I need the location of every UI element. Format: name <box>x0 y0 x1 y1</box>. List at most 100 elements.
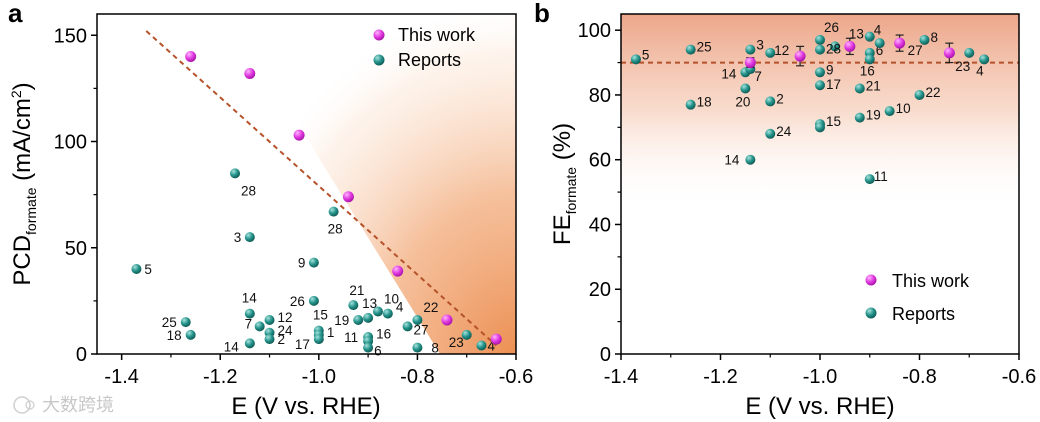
panel-b-x-tick-label: -1.4 <box>604 366 638 388</box>
panel-a-report-label: 25 <box>162 315 177 330</box>
panel-b-report-label: 7 <box>754 69 762 84</box>
panel-a-report-label: 3 <box>234 230 242 245</box>
panel-a-legend-this-work-marker <box>373 29 385 41</box>
panel-b-report-point <box>745 154 756 165</box>
panel-a-this-work-point <box>392 265 404 277</box>
panel-a-report-label: 4 <box>396 300 404 315</box>
panel-a-gradient-region <box>230 14 516 354</box>
panel-b-this-work-point <box>744 57 756 69</box>
panel-a-report-point <box>412 315 423 325</box>
panel-a-report-point <box>402 321 413 332</box>
panel-b-report-point <box>854 112 865 123</box>
panel-a-y-tick-label: 50 <box>65 238 87 260</box>
panel-b-report-label: 6 <box>876 43 884 58</box>
panel-a-report-point <box>476 340 487 351</box>
panel-a-report-point <box>180 317 191 328</box>
panel-b-report-label: 3 <box>756 38 764 53</box>
panel-b-report-point <box>874 38 885 49</box>
panel-a-report-point <box>185 329 196 340</box>
watermark-logo-icon <box>13 396 31 414</box>
panel-b-report-point <box>864 54 875 65</box>
panel-a-this-work-point <box>441 314 453 326</box>
panel-b-y-tick-label: 80 <box>589 85 611 107</box>
panel-a-y-title-main: PCD <box>9 235 36 286</box>
panel-b-report-label: 8 <box>930 30 938 45</box>
panel-a-report-label: 23 <box>449 335 464 350</box>
panel-b-legend-this-work-marker <box>865 274 877 286</box>
panel-a-this-work-point <box>293 129 305 141</box>
panel-b-report-label: 14 <box>724 153 740 168</box>
panel-a-report-label: 9 <box>298 256 306 271</box>
panel-a-this-work-point <box>342 191 354 203</box>
panel-a-report-label: 14 <box>224 339 240 354</box>
panel-a-report-label: 2 <box>278 332 286 347</box>
panel-a-report-point <box>363 342 374 353</box>
panel-a-report-point <box>264 315 275 325</box>
panel-a-y-axis-title: PCDformate (mA/cm2) <box>8 82 39 285</box>
panel-a-report-label: 28 <box>328 222 343 237</box>
panel-b-x-axis: -1.4 -1.2 -1.0 -0.8 -0.6 <box>604 354 1036 388</box>
panel-a-report-label: 6 <box>374 344 382 359</box>
panel-b-this-work-point <box>844 40 856 52</box>
panel-b-report-label: 10 <box>896 101 911 116</box>
panel-a-x-tick-label: -0.6 <box>499 366 533 388</box>
panel-a-report-point <box>244 338 255 349</box>
panel-b-x-axis-title: E (V vs. RHE) <box>745 393 894 420</box>
panel-b-report-label: 28 <box>826 42 841 57</box>
panel-b-y-tick-label: 0 <box>600 344 611 366</box>
panel-a-x-axis-title: E (V vs. RHE) <box>231 393 380 420</box>
panel-a-trend-line <box>145 30 497 347</box>
panel-a-report-label: 16 <box>376 326 391 341</box>
panel-b-report-point <box>864 31 875 42</box>
panel-a-report-label: 5 <box>144 262 152 277</box>
panel-a-report-point <box>244 308 255 319</box>
panel-a-legend-reports: Reports <box>398 50 461 70</box>
panel-a-y-tick-label: 100 <box>54 132 87 154</box>
panel-b-report-label: 4 <box>976 63 984 78</box>
panel-b-y-tick-label: 40 <box>589 214 611 236</box>
panel-b-report-label: 25 <box>697 40 712 55</box>
panel-a-report-point <box>353 315 364 325</box>
panel-a-y-axis: 0 50 100 150 <box>54 25 97 366</box>
panel-b-report-label: 12 <box>774 43 789 58</box>
panel-a-legend-reports-marker <box>373 54 385 66</box>
panel-a-x-tick-label: -1.0 <box>302 366 336 388</box>
panel-a-x-tick-label: -1.4 <box>104 366 138 388</box>
panel-b-report-label: 27 <box>908 43 923 58</box>
panel-b-report-label: 22 <box>926 85 941 100</box>
panel-b-report-point <box>964 47 975 58</box>
panel-a-report-point <box>372 306 383 317</box>
panel-b-report-label: 18 <box>697 95 712 110</box>
panel-a-this-work-point <box>185 51 197 62</box>
panel-b-legend-reports: Reports <box>892 304 955 324</box>
panel-b-report-point <box>765 128 776 139</box>
panel-a-y-title-unit-end: ) <box>9 82 36 90</box>
panel-a-report-point <box>244 232 255 243</box>
panel-a-report-label: 7 <box>245 316 253 331</box>
panel-a-report-point <box>131 264 142 274</box>
panel-a-x-axis: -1.4 -1.2 -1.0 -0.8 -0.6 <box>104 354 533 388</box>
panel-a-report-label: 10 <box>384 292 399 307</box>
panel-a-report-label: 12 <box>278 310 293 325</box>
panel-a-y-tick-label: 0 <box>76 344 87 366</box>
panel-a-report-label: 18 <box>167 328 182 343</box>
panel-b-report-label: 19 <box>866 108 881 123</box>
panel-a-report-label: 8 <box>431 341 439 356</box>
panel-b-report-point <box>919 34 930 45</box>
panel-a-report-point <box>348 300 359 311</box>
panel-a-report-point <box>230 168 241 179</box>
panel-b-report-point <box>745 44 756 55</box>
panel-a-report-label: 19 <box>334 313 349 328</box>
panel-b-report-label: 16 <box>860 63 875 78</box>
panel-b-y-tick-label: 60 <box>589 150 611 172</box>
panel-a-this-work-point <box>490 333 502 345</box>
panel-b-report-point <box>765 96 776 107</box>
panel-b-x-tick-label: -0.8 <box>902 366 936 388</box>
panel-b-report-point <box>815 122 825 133</box>
panel-b-report-point <box>864 174 875 185</box>
panel-a-this-work-point <box>244 68 256 79</box>
panel-b-report-point <box>815 67 825 78</box>
panel-a-y-title-unit-sup: 2 <box>8 90 24 98</box>
